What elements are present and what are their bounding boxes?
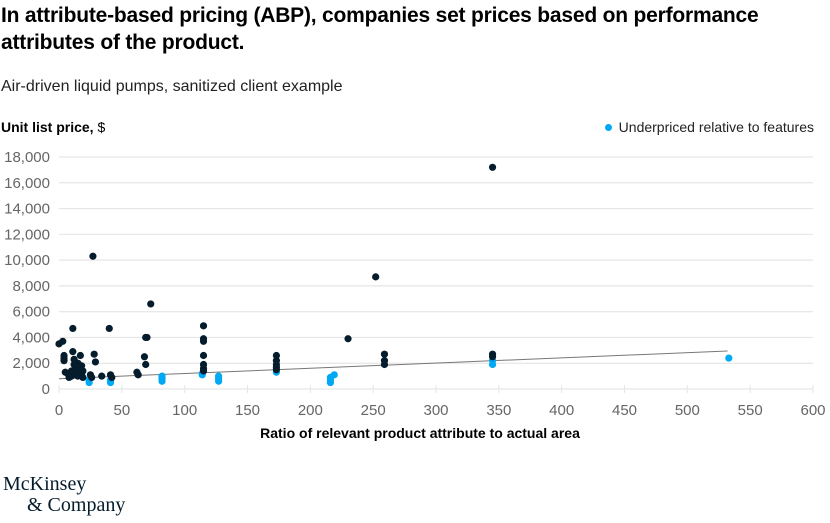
chart-title: In attribute-based pricing (ABP), compan… <box>1 4 759 54</box>
x-tick-labels: 0 50 100 150 200 250 300 350 400 450 500 550 600 <box>55 402 826 419</box>
x-tick-label: 550 <box>738 402 763 419</box>
data-point <box>91 358 100 366</box>
data-point <box>90 350 98 358</box>
gridlines <box>58 156 814 393</box>
data-point-underpriced <box>330 371 338 379</box>
data-point <box>108 373 116 381</box>
y-tick-labels: 0 2,000 4,000 6,000 8,000 10,000 12,000 14,000 1… <box>4 149 50 398</box>
y-tick-label: 12,000 <box>4 226 50 243</box>
data-point <box>79 367 87 375</box>
y-tick-label: 16,000 <box>4 175 50 192</box>
y-tick-label: 4,000 <box>12 329 50 346</box>
data-point <box>199 322 208 330</box>
y-tick-label: 10,000 <box>4 252 50 269</box>
data-point <box>199 351 208 360</box>
y-tick-label: 8,000 <box>12 278 50 295</box>
legend: Underpriced relative to features <box>604 119 814 135</box>
data-point <box>272 351 281 360</box>
x-tick-label: 300 <box>423 402 448 419</box>
y-tick-label: 0 <box>42 381 50 398</box>
data-point-underpriced <box>725 354 733 362</box>
data-point <box>79 373 87 381</box>
chart-subtitle: Air-driven liquid pumps, sanitized clien… <box>1 78 343 95</box>
trendline <box>58 350 728 380</box>
x-tick-label: 200 <box>298 402 323 419</box>
data-point-underpriced <box>214 377 223 385</box>
data-point-underpriced <box>488 360 497 369</box>
x-axis-label: Ratio of relevant product attribute to a… <box>260 425 580 441</box>
data-point-underpriced <box>326 378 335 387</box>
data-point <box>89 252 97 260</box>
y-axis-unit: $ <box>97 119 106 135</box>
data-point <box>199 367 208 375</box>
logo-line-2: & Company <box>27 494 126 516</box>
data-point <box>199 337 208 345</box>
data-point <box>60 357 68 365</box>
mckinsey-logo: McKinsey & Company <box>3 474 125 516</box>
legend-marker-underpriced <box>604 123 612 131</box>
data-point <box>488 353 497 361</box>
data-point <box>488 163 497 171</box>
x-tick-label: 400 <box>549 402 574 419</box>
x-tick-label: 50 <box>113 402 130 419</box>
data-point <box>142 360 150 369</box>
x-tick-label: 450 <box>612 402 637 419</box>
data-point-underpriced <box>158 377 166 385</box>
data-point <box>69 348 77 356</box>
data-point <box>59 337 67 345</box>
y-tick-label: 2,000 <box>12 355 50 372</box>
x-tick-label: 500 <box>675 402 700 419</box>
x-tick-label: 350 <box>486 402 511 419</box>
data-point <box>272 366 281 374</box>
logo-line-1: McKinsey <box>3 473 87 495</box>
x-tick-label: 150 <box>235 402 260 419</box>
data-point <box>140 353 149 361</box>
y-tick-label: 18,000 <box>4 149 50 166</box>
data-point <box>143 333 151 342</box>
y-axis-label: Unit list price, $ <box>1 119 105 135</box>
y-tick-label: 14,000 <box>4 201 50 218</box>
data-points <box>55 163 733 387</box>
data-point <box>372 273 380 281</box>
data-point <box>380 360 389 369</box>
data-point <box>69 324 77 333</box>
data-point <box>105 324 113 333</box>
data-point <box>380 350 389 358</box>
x-tick-label: 250 <box>361 402 386 419</box>
x-tick-label: 600 <box>800 402 825 419</box>
data-point <box>88 373 96 381</box>
x-tick-label: 100 <box>172 402 197 419</box>
y-axis-label-text: Unit list price, <box>1 119 94 135</box>
data-point <box>134 371 142 379</box>
y-tick-label: 6,000 <box>12 304 50 321</box>
data-point <box>76 351 84 360</box>
data-point <box>344 335 352 343</box>
scatter-chart: 0 2,000 4,000 6,000 8,000 10,000 12,000 14,000 1… <box>4 149 826 419</box>
x-tick-label: 0 <box>55 402 63 419</box>
data-point <box>147 300 155 308</box>
data-point <box>98 372 106 380</box>
trendline-group <box>58 350 728 380</box>
legend-label-underpriced: Underpriced relative to features <box>618 119 814 135</box>
